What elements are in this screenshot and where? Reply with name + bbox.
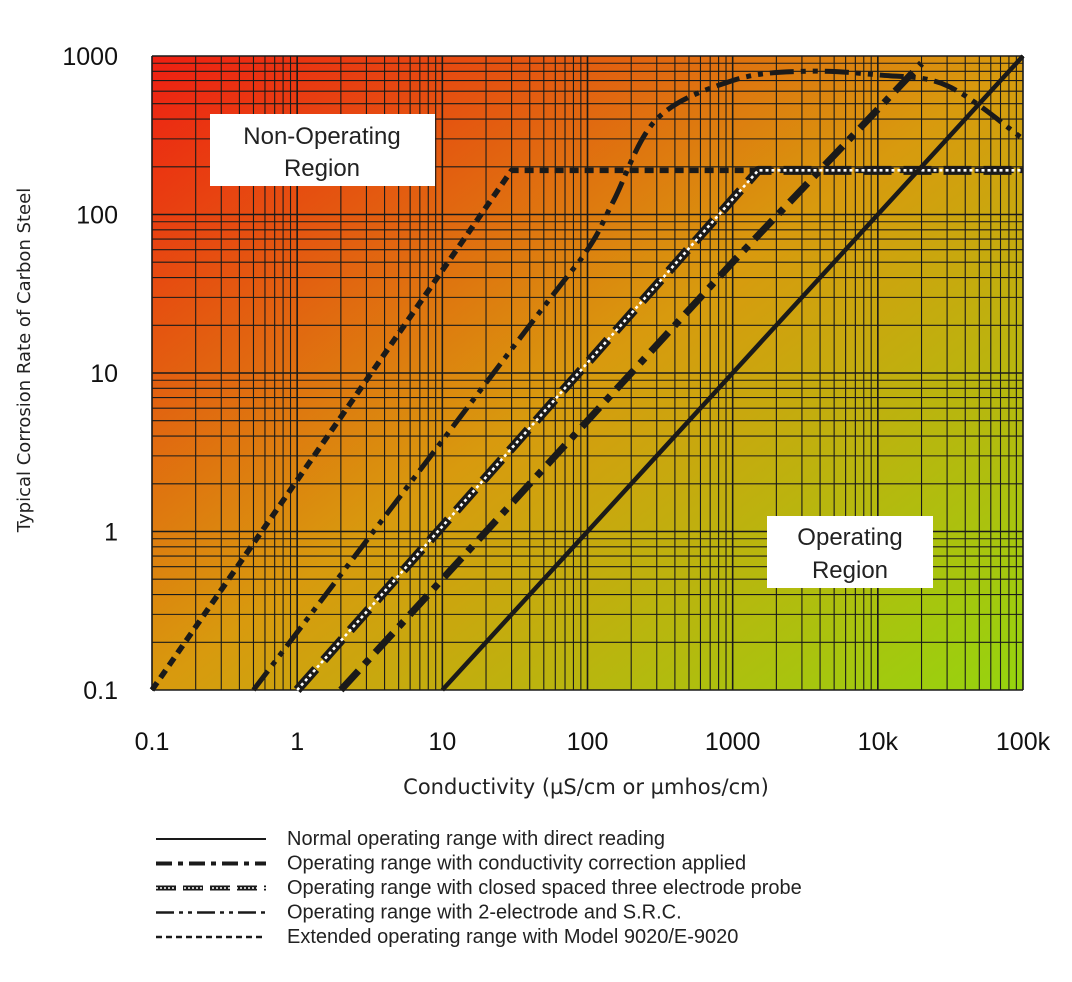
series-line-4 [251,68,1025,692]
series-line-2 [338,60,925,693]
series-line-1 [440,54,1025,692]
series-group [149,54,1025,693]
series-line-3 [293,165,1023,693]
x-tick-label: 10k [858,728,899,756]
y-axis-label: Typical Corrosion Rate of Carbon Steel [14,188,35,533]
x-tick-labels: 0.1 1 10 100 1000 10k 100k [135,728,1051,756]
y-tick-label: 100 [76,202,118,230]
x-tick-label: 1 [290,728,304,756]
x-tick-label: 10 [428,728,456,756]
x-tick-label: 1000 [705,728,761,756]
y-tick-label: 1 [104,519,118,547]
legend-label-2: Operating range with conductivity correc… [287,853,746,875]
operating-label-line-1: Operating [797,524,902,551]
non-operating-label-line-1: Non-Operating [243,123,400,150]
legend: Normal operating range with direct readi… [156,828,802,948]
y-tick-labels: 0.1 1 10 100 1000 [62,43,118,705]
x-tick-label: 0.1 [135,728,170,756]
y-tick-label: 1000 [62,43,118,71]
series-line-5 [149,167,1023,692]
series-line-3-overlay [296,169,1023,691]
legend-label-4: Operating range with 2-electrode and S.R… [287,902,682,924]
operating-label-line-2: Region [812,557,888,584]
x-tick-label: 100k [996,728,1051,756]
y-tick-label: 0.1 [83,677,118,705]
x-axis-label: Conductivity (µS/cm or µmhos/cm) [403,775,769,799]
non-operating-region-label: Non-Operating Region [210,114,435,186]
legend-label-1: Normal operating range with direct readi… [287,828,665,850]
x-tick-label: 100 [567,728,609,756]
legend-label-3: Operating range with closed spaced three… [287,877,802,899]
non-operating-label-line-2: Region [284,155,360,182]
legend-label-5: Extended operating range with Model 9020… [287,926,738,948]
y-tick-label: 10 [90,360,118,388]
operating-region-label: Operating Region [767,516,933,588]
